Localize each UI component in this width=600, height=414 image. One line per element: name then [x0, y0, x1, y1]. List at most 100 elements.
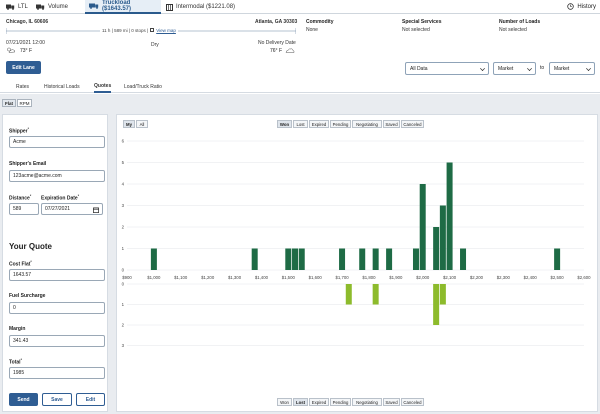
- won-bar: [339, 248, 346, 270]
- pickup-weather: 73° F: [6, 47, 32, 55]
- history-label: History: [577, 4, 596, 10]
- market-from-select[interactable]: Market: [493, 62, 536, 75]
- expiration-date-value: 07/27/2021: [45, 206, 71, 212]
- save-button[interactable]: Save: [42, 393, 72, 406]
- won-bar: [439, 205, 446, 270]
- tab-label: Truckload ($1643.57): [102, 0, 132, 12]
- intermodal-container-icon: [166, 3, 173, 11]
- data-filter-value: All Data: [410, 65, 428, 72]
- lost-bar: [433, 284, 440, 325]
- commodity-label: Commodity: [306, 19, 334, 25]
- shipper-label: Shipper*: [9, 127, 29, 135]
- rpm-toggle[interactable]: RPM: [17, 99, 32, 107]
- tab-label: Volume: [48, 4, 69, 10]
- top-won-filter[interactable]: Won: [277, 120, 292, 128]
- chevron-down-icon: [586, 66, 591, 71]
- bottom-lost-filter[interactable]: Lost: [293, 398, 308, 406]
- x-tick-label: $1,200: [201, 275, 215, 280]
- chevron-down-icon: [480, 66, 485, 71]
- partly-cloudy-icon: [6, 47, 16, 55]
- pickup-date: 07/21/2021 12:00: [6, 40, 45, 46]
- number-of-loads-label: Number of Loads: [499, 19, 541, 25]
- delivery-date: No Delivery Date: [258, 40, 296, 46]
- top-pending-filter[interactable]: Pending: [330, 120, 351, 128]
- won-bar: [386, 248, 393, 270]
- view-map-link[interactable]: View map: [156, 28, 176, 33]
- tab-label: Intermodal ($1221.08): [176, 4, 236, 10]
- top-saved-filter[interactable]: Saved: [383, 120, 400, 128]
- ltl-truck-icon: [6, 4, 15, 10]
- margin-input[interactable]: 341.43: [9, 335, 105, 347]
- origin-location: Chicago, IL 60606: [6, 19, 49, 25]
- bottom-expired-filter[interactable]: Expired: [309, 398, 329, 406]
- total-input[interactable]: 1985: [9, 367, 105, 379]
- won-bar: [372, 248, 379, 270]
- bottom-canceled-filter[interactable]: Canceled: [401, 398, 424, 406]
- tab-ltl[interactable]: LTL: [6, 0, 34, 14]
- x-tick-label: $1,300: [228, 275, 242, 280]
- subtab-rates[interactable]: Rates: [16, 83, 30, 90]
- won-bar: [359, 248, 366, 270]
- x-tick-label: $1,000: [147, 275, 161, 280]
- won-bar: [460, 248, 467, 270]
- bottom-y-tick-label: 3: [122, 343, 125, 348]
- top-negotiating-filter[interactable]: Negotiating: [352, 120, 382, 128]
- x-tick-label: $1,100: [174, 275, 188, 280]
- subtab-load-truck-ratio[interactable]: Load/Truck Ratio: [124, 83, 162, 90]
- shipper-email-input[interactable]: 123acme@acme.com: [9, 170, 105, 182]
- top-y-tick-label: 4: [122, 182, 125, 187]
- quote-form-panel: Shipper* Acme Shipper's Email 123acme@ac…: [2, 114, 108, 412]
- won-bar: [419, 184, 426, 270]
- won-bar: [251, 248, 258, 270]
- route-info: 11 h | 589 mi | 0 stops | View map: [100, 28, 178, 33]
- shipper-input[interactable]: Acme: [9, 136, 105, 148]
- tab-intermodal[interactable]: Intermodal ($1221.08): [166, 0, 246, 14]
- subtab-historical-loads[interactable]: Historical Loads: [44, 83, 80, 90]
- fuel-surcharge-input[interactable]: 0: [9, 302, 105, 314]
- flat-toggle[interactable]: Flat: [2, 99, 16, 107]
- edit-lane-button[interactable]: Edit Lane: [6, 61, 41, 74]
- bottom-saved-filter[interactable]: Saved: [383, 398, 400, 406]
- truckload-icon: [89, 3, 99, 9]
- top-canceled-filter[interactable]: Canceled: [401, 120, 424, 128]
- delivery-weather: 76° F: [270, 47, 295, 55]
- x-tick-label: $2,600: [577, 275, 591, 280]
- shipper-email-label: Shipper's Email: [9, 161, 47, 167]
- won-bar: [298, 248, 305, 270]
- top-lost-filter[interactable]: Lost: [293, 120, 308, 128]
- expiration-date-input[interactable]: 07/27/2021: [41, 203, 103, 215]
- data-filter-select[interactable]: All Data: [405, 62, 489, 75]
- tab-volume[interactable]: Volume: [36, 0, 78, 14]
- top-y-tick-label: 2: [122, 225, 125, 230]
- lane-summary: Chicago, IL 60606 Atlanta, GA 30303 11 h…: [0, 14, 600, 80]
- top-expired-filter[interactable]: Expired: [309, 120, 329, 128]
- top-y-tick-label: 0: [122, 268, 125, 273]
- top-y-tick-label: 3: [122, 203, 125, 208]
- top-y-tick-label: 5: [122, 160, 125, 165]
- cost-flat-input[interactable]: 1643.57: [9, 269, 105, 281]
- x-tick-label: $2,300: [497, 275, 511, 280]
- bottom-pending-filter[interactable]: Pending: [330, 398, 351, 406]
- equipment-type: Dry: [151, 42, 159, 48]
- x-tick-label: $1,400: [255, 275, 269, 280]
- market-to-select[interactable]: Market: [549, 62, 595, 75]
- send-button[interactable]: Send: [9, 393, 38, 406]
- cloud-icon: [285, 47, 295, 55]
- won-bar: [285, 248, 292, 270]
- calendar-icon[interactable]: [93, 207, 99, 215]
- all-toggle[interactable]: All: [136, 120, 148, 128]
- special-services-label: Special Services: [402, 19, 442, 25]
- market-to-value: Market: [554, 65, 570, 72]
- edit-button[interactable]: Edit: [76, 393, 105, 406]
- x-tick-label: $2,100: [443, 275, 457, 280]
- bottom-won-filter[interactable]: Won: [277, 398, 292, 406]
- quotes-chart-panel: My All Won Lost Expired Pending Negotiating S…: [116, 114, 598, 412]
- tab-truckload[interactable]: Truckload ($1643.57): [85, 0, 161, 14]
- bottom-negotiating-filter[interactable]: Negotiating: [352, 398, 382, 406]
- my-toggle[interactable]: My: [123, 120, 135, 128]
- history-button[interactable]: History: [567, 0, 596, 14]
- subtab-quotes[interactable]: Quotes: [94, 80, 112, 93]
- special-services-value: Not selected: [402, 27, 430, 33]
- lost-bar: [439, 284, 446, 305]
- distance-input[interactable]: 589: [9, 203, 39, 215]
